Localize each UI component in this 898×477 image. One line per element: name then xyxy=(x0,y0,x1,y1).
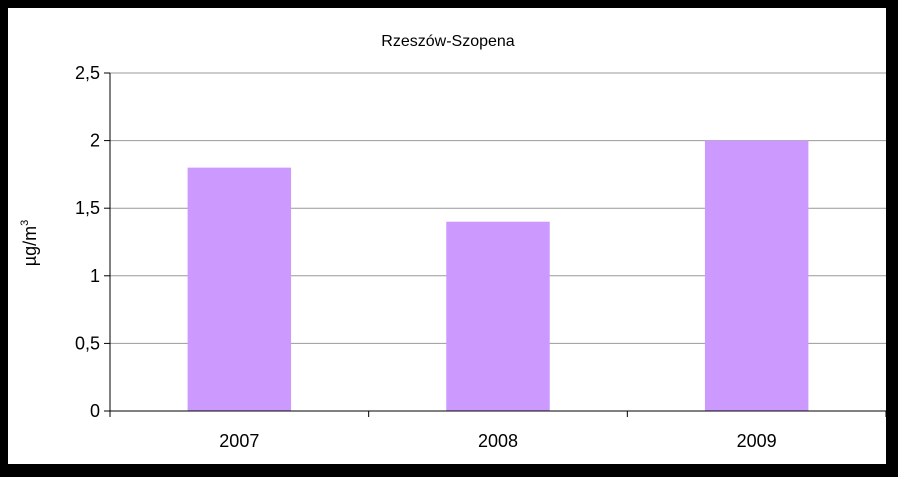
bar-chart: Rzeszów-Szopena µg/m3 00,511,522,5 2007 2… xyxy=(19,33,887,451)
bar-2007 xyxy=(187,167,292,411)
y-axis-label-superscript: 3 xyxy=(19,220,31,226)
chart-frame: Rzeszów-Szopena µg/m3 0 0,5 1 1,5 2 2,5 2007 2… xyxy=(8,8,887,464)
y-tick-label: 1,5 xyxy=(75,198,100,218)
y-tick-label: 0,5 xyxy=(75,333,100,353)
y-tick-labels: 0 0,5 1 1,5 2 2,5 xyxy=(75,63,100,421)
chart-title: Rzeszów-Szopena xyxy=(381,33,515,50)
x-tick-labels: 2007 2008 2009 xyxy=(219,431,776,451)
bar-2009 xyxy=(704,140,809,411)
y-tick-label: 2,5 xyxy=(75,63,100,83)
y-tick-label: 2 xyxy=(90,131,100,151)
x-tick-label: 2007 xyxy=(219,431,259,451)
axes xyxy=(104,72,887,417)
bar-2008 xyxy=(446,221,550,411)
x-tick-label: 2009 xyxy=(737,431,777,451)
y-tick-label: 1 xyxy=(90,266,100,286)
bars xyxy=(187,140,809,411)
y-axis-label-unit: µg/m xyxy=(20,226,40,266)
x-tick-label: 2008 xyxy=(478,431,518,451)
y-tick-label: 0 xyxy=(90,401,100,421)
y-axis-label: µg/m3 xyxy=(19,220,40,267)
